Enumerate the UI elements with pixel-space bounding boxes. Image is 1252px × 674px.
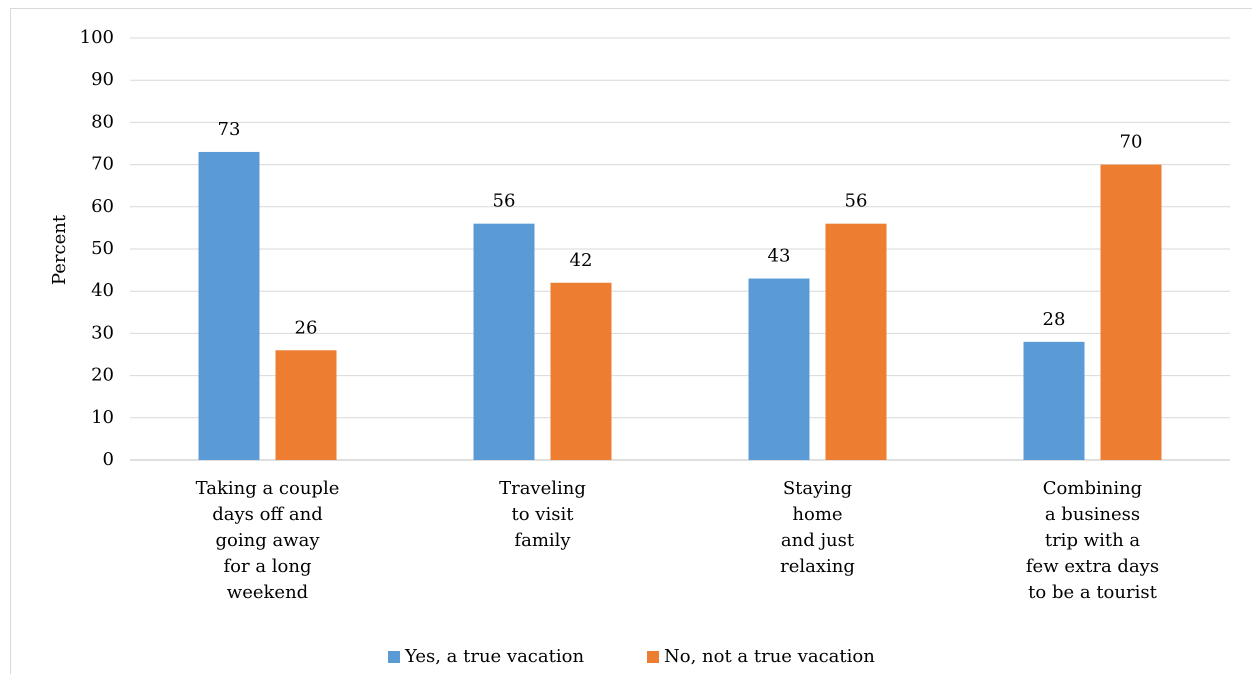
- legend-swatch: [388, 651, 400, 663]
- bar: [275, 350, 337, 460]
- y-tick-label: 10: [91, 407, 114, 428]
- y-tick-label: 0: [103, 449, 114, 470]
- y-tick-label: 50: [91, 238, 114, 259]
- y-tick-label: 90: [91, 69, 114, 90]
- y-tick-label: 40: [91, 280, 114, 301]
- data-label: 28: [1043, 309, 1066, 330]
- bar: [825, 223, 887, 460]
- bar: [1023, 341, 1085, 460]
- bar: [550, 282, 612, 460]
- x-tick-label: Staying home and just relaxing: [780, 478, 855, 577]
- chart-frame: [10, 8, 1252, 674]
- bar: [473, 223, 535, 460]
- x-tick-label: Combining a business trip with a few ext…: [1025, 478, 1160, 603]
- y-tick-label: 100: [80, 27, 114, 48]
- data-label: 56: [845, 191, 868, 212]
- data-label: 70: [1120, 132, 1143, 153]
- legend-label: Yes, a true vacation: [404, 646, 584, 667]
- data-label: 43: [768, 246, 791, 267]
- x-tick-label: Taking a couple days off and going away …: [195, 478, 340, 603]
- y-tick-label: 60: [91, 196, 114, 217]
- data-label: 42: [570, 250, 593, 271]
- legend-swatch: [647, 651, 659, 663]
- bar: [748, 278, 810, 460]
- data-label: 73: [218, 119, 241, 140]
- data-label: 26: [295, 317, 318, 338]
- y-tick-label: 70: [91, 154, 114, 175]
- bar: [198, 151, 260, 460]
- y-tick-label: 80: [91, 111, 114, 132]
- y-tick-label: 30: [91, 322, 114, 343]
- y-tick-label: 20: [91, 365, 114, 386]
- y-axis-label: Percent: [49, 214, 70, 285]
- x-tick-label: Traveling to visit family: [499, 478, 586, 551]
- bar: [1100, 164, 1162, 460]
- data-label: 56: [493, 191, 516, 212]
- legend-label: No, not a true vacation: [664, 646, 875, 667]
